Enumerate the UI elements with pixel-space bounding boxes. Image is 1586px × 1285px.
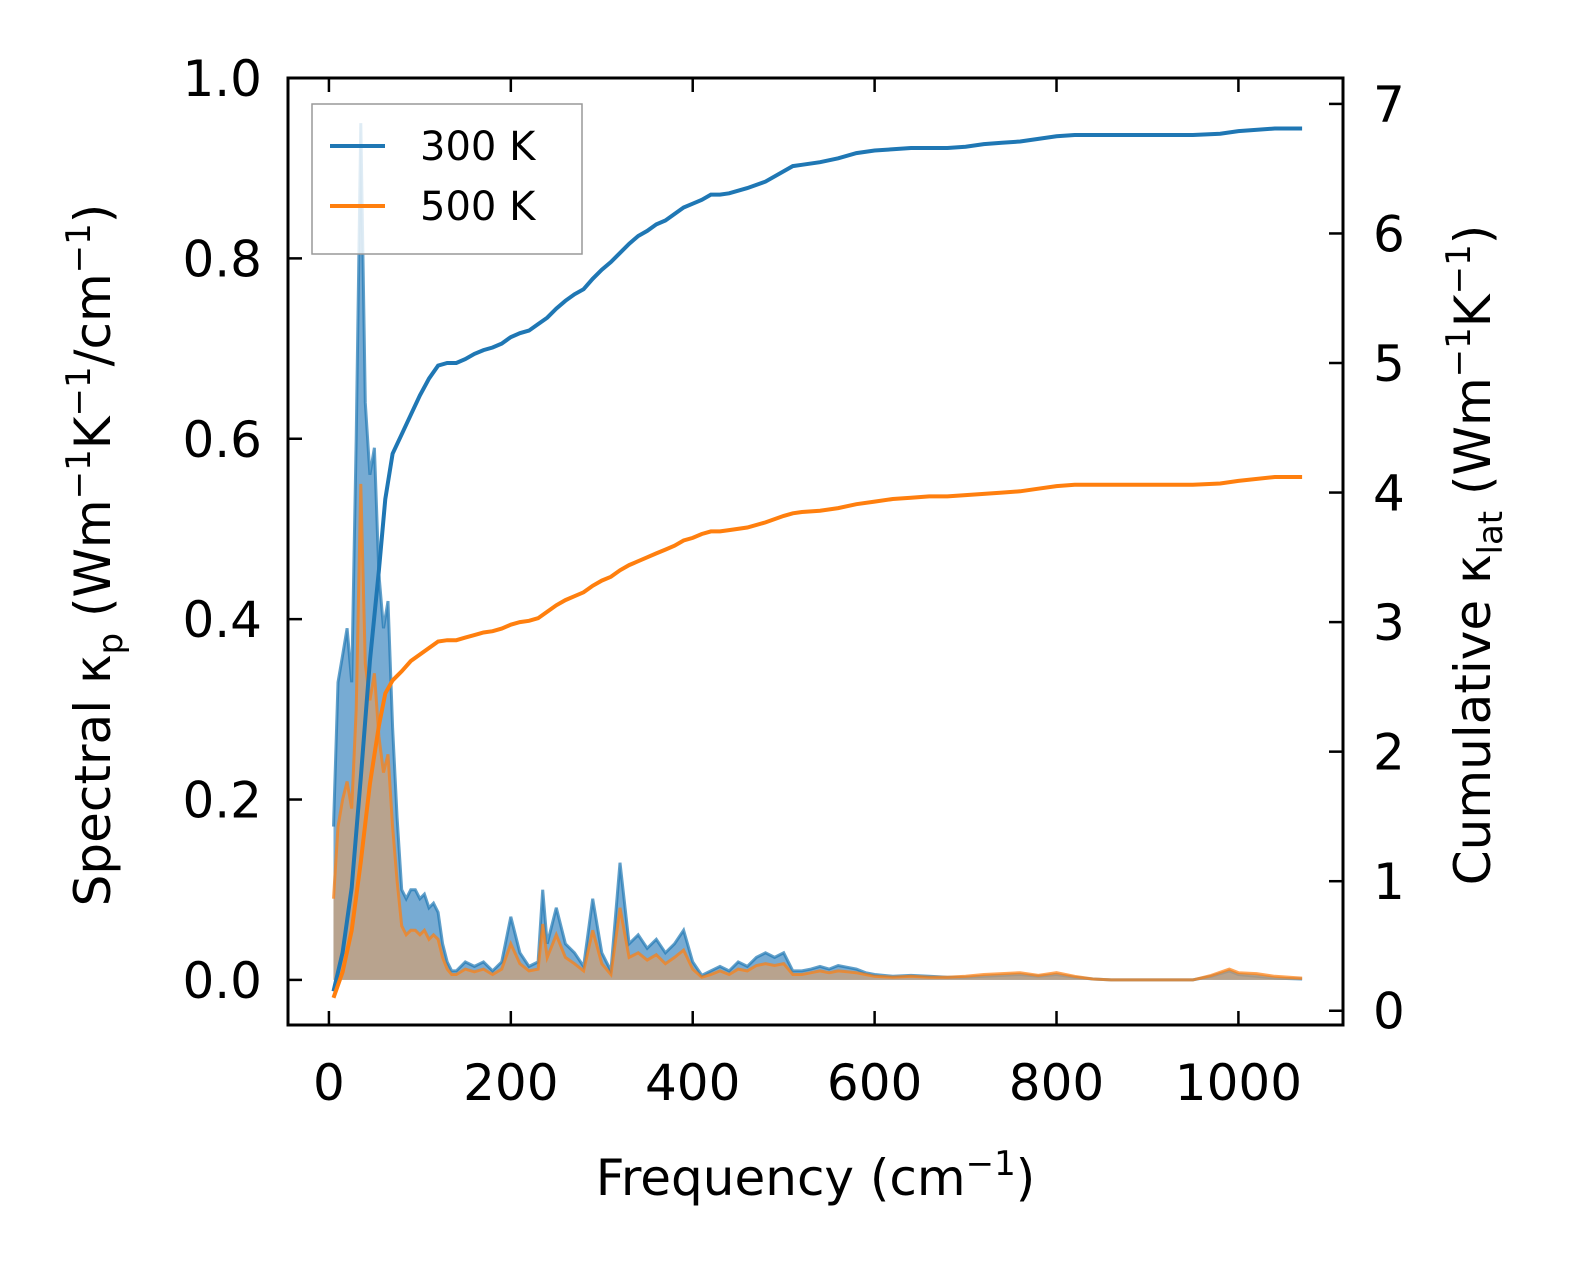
y-tick-label-left: 1.0 — [182, 50, 262, 108]
cumulative-lines — [331, 126, 1303, 999]
y-axis-label-left: Spectral κp (Wm−1K−1/cm−1) — [59, 204, 131, 907]
y-axis-label-right: Cumulative κlat (Wm−1K−1) — [1439, 225, 1511, 885]
legend-label-300k: 300 K — [420, 124, 537, 170]
y-tick-label-right: 5 — [1373, 335, 1405, 393]
y-tick-label-left: 0.2 — [182, 772, 262, 830]
cumulative-line-300k — [331, 126, 1303, 992]
legend: 300 K 500 K — [311, 103, 583, 255]
axis-ticks: 0 200 400 600 800 1000 0.0 0.2 0.4 0.6 0.8 1.0 0 1 2 3 4… — [182, 50, 1404, 1112]
x-tick-label: 0 — [313, 1054, 345, 1112]
legend-label-500k: 500 K — [420, 184, 537, 230]
ylabel-right-text: Cumulative κlat (Wm−1K−1) — [1439, 225, 1511, 885]
y-tick-label-left: 0.6 — [182, 411, 262, 469]
y-tick-label-right: 1 — [1373, 853, 1405, 911]
svg-text:Frequency (cm−1): Frequency (cm−1) — [596, 1144, 1036, 1207]
spectral-fills — [332, 123, 1303, 982]
y-tick-label-left: 0.0 — [182, 952, 262, 1010]
plot-frame — [286, 76, 1345, 1027]
x-axis-label: Frequency (cm−1) — [596, 1144, 1036, 1207]
y-tick-label-left: 0.8 — [182, 230, 262, 288]
legend-box — [311, 103, 583, 255]
y-tick-label-left: 0.4 — [182, 591, 262, 649]
y-tick-label-right: 2 — [1373, 724, 1405, 782]
y-tick-label-right: 7 — [1373, 76, 1405, 134]
y-tick-label-right: 6 — [1373, 205, 1405, 263]
y-tick-label-right: 0 — [1373, 983, 1405, 1041]
spectral-outline-500k — [332, 483, 1303, 982]
x-tick-label: 200 — [463, 1054, 558, 1112]
x-tick-label: 400 — [645, 1054, 740, 1112]
ylabel-left-text: Spectral κp (Wm−1K−1/cm−1) — [59, 204, 131, 907]
y-tick-label-right: 3 — [1373, 594, 1405, 652]
cumulative-line-500k — [331, 475, 1303, 999]
spectral-fill-500k — [333, 483, 1303, 980]
x-tick-label: 800 — [1009, 1054, 1104, 1112]
x-tick-label: 1000 — [1175, 1054, 1302, 1112]
y-tick-label-right: 4 — [1373, 465, 1405, 523]
x-tick-label: 600 — [827, 1054, 922, 1112]
